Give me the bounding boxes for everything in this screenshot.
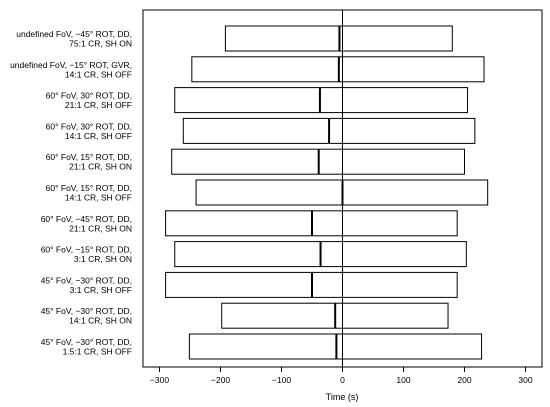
range-bar-8 xyxy=(174,241,467,268)
x-axis: −300 −200 −100 0 100 200 300 xyxy=(150,366,533,385)
category-label-line: undefined FoV, −15° ROT, GVR, xyxy=(10,60,132,70)
category-label-line: 14:1 CR, SH OFF xyxy=(65,131,132,141)
category-label: 60° FoV, 15° ROT, DD, 21:1 CR, SH ON xyxy=(46,152,132,172)
category-label-line: 45° FoV, −30° ROT, DD, xyxy=(41,306,132,316)
category-label-line: 60° FoV, 30° ROT, DD, xyxy=(46,91,132,101)
category-label: 45° FoV, −30° ROT, DD, 14:1 CR, SH ON xyxy=(41,306,132,326)
range-bar-11 xyxy=(188,333,483,360)
range-bar-upper xyxy=(342,148,465,175)
category-label-line: 45° FoV, −30° ROT, DD, xyxy=(41,275,132,285)
category-label-line: 60° FoV, −45° ROT, DD, xyxy=(41,214,132,224)
range-bar-7 xyxy=(165,210,458,237)
category-label-line: undefined FoV, −45° ROT, DD, xyxy=(16,29,132,39)
range-bar-lower xyxy=(174,87,343,114)
category-label-line: 45° FoV, −30° ROT, DD, xyxy=(41,337,132,347)
range-bar-1 xyxy=(224,25,453,52)
range-bar-upper xyxy=(342,179,489,206)
range-bar-upper xyxy=(342,117,476,144)
range-bar-upper xyxy=(342,87,469,114)
category-label-line: 21:1 CR, SH ON xyxy=(69,162,132,172)
category-label-line: 14:1 CR, SH OFF xyxy=(65,69,132,79)
range-bar-upper xyxy=(342,302,449,329)
x-tick-label: 200 xyxy=(457,375,471,385)
category-label: 60° FoV, 30° ROT, DD, 21:1 CR, SH OFF xyxy=(46,91,132,111)
x-tick-label: −200 xyxy=(211,375,230,385)
x-tick-label: 300 xyxy=(518,375,532,385)
range-bar-lower xyxy=(195,179,343,206)
category-label: 45° FoV, −30° ROT, DD, 3:1 CR, SH OFF xyxy=(41,275,132,295)
category-label-line: 75:1 CR, SH ON xyxy=(69,39,132,49)
category-label-line: 3:1 CR, SH OFF xyxy=(70,285,132,295)
range-bar-upper xyxy=(342,210,458,237)
category-label: undefined FoV, −45° ROT, DD, 75:1 CR, SH … xyxy=(16,29,132,49)
x-tick-label: 0 xyxy=(340,375,345,385)
bars-layer xyxy=(165,25,489,360)
x-axis-label: Time (s) xyxy=(326,392,359,402)
range-bar-lower xyxy=(165,271,343,298)
category-label: 45° FoV, −30° ROT, DD, 1.5:1 CR, SH OFF xyxy=(41,337,132,357)
category-label-line: 60° FoV, −15° ROT, DD, xyxy=(41,245,132,255)
range-bar-6 xyxy=(195,179,489,206)
range-bar-upper xyxy=(342,271,458,298)
range-bar-10 xyxy=(221,302,449,329)
category-label-line: 60° FoV, 15° ROT, DD, xyxy=(46,183,132,193)
category-label-line: 14:1 CR, SH OFF xyxy=(65,193,132,203)
category-label-line: 1.5:1 CR, SH OFF xyxy=(63,347,132,357)
range-bar-4 xyxy=(182,117,476,144)
range-bar-3 xyxy=(174,87,469,114)
range-bar-upper xyxy=(342,25,453,52)
category-label: 60° FoV, 30° ROT, DD, 14:1 CR, SH OFF xyxy=(46,121,132,141)
category-label-line: 60° FoV, 30° ROT, DD, xyxy=(46,121,132,131)
range-bar-lower xyxy=(171,148,343,175)
category-label: undefined FoV, −15° ROT, GVR, 14:1 CR, SH… xyxy=(10,60,132,80)
range-bar-lower xyxy=(174,241,343,268)
category-label: 60° FoV, −15° ROT, DD, 3:1 CR, SH ON xyxy=(41,245,132,265)
x-tick-label: 100 xyxy=(396,375,410,385)
range-bar-5 xyxy=(171,148,465,175)
category-label-line: 3:1 CR, SH ON xyxy=(74,254,132,264)
range-bar-lower xyxy=(165,210,343,237)
range-bar-lower xyxy=(224,25,344,52)
x-tick-label: −300 xyxy=(150,375,169,385)
range-bar-lower xyxy=(221,302,343,329)
range-bar-lower xyxy=(182,117,343,144)
category-label: 60° FoV, −45° ROT, DD, 21:1 CR, SH ON xyxy=(41,214,132,234)
range-bar-upper xyxy=(342,56,485,83)
x-tick-label: −100 xyxy=(272,375,291,385)
range-bar-upper xyxy=(342,333,483,360)
category-label-line: 14:1 CR, SH ON xyxy=(69,316,132,326)
range-bar-9 xyxy=(165,271,458,298)
category-label-line: 21:1 CR, SH ON xyxy=(69,223,132,233)
category-label-line: 60° FoV, 15° ROT, DD, xyxy=(46,152,132,162)
category-label-line: 21:1 CR, SH OFF xyxy=(65,100,132,110)
range-bar-upper xyxy=(342,241,467,268)
range-bar-lower xyxy=(188,333,343,360)
range-bar-lower xyxy=(191,56,343,83)
category-label: 60° FoV, 15° ROT, DD, 14:1 CR, SH OFF xyxy=(46,183,132,203)
category-labels: undefined FoV, −45° ROT, DD, 75:1 CR, SH … xyxy=(10,29,132,357)
range-bar-2 xyxy=(191,56,485,83)
